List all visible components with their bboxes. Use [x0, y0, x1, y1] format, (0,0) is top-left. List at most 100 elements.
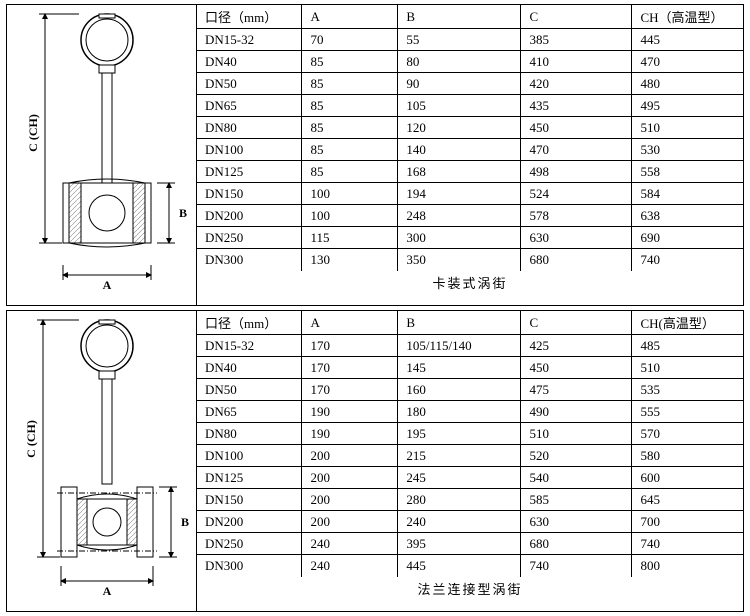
table-cell: 170 — [302, 335, 398, 357]
table-cell: 170 — [302, 379, 398, 401]
table-cell: 170 — [302, 357, 398, 379]
column-header: B — [398, 311, 521, 335]
table-cell: 800 — [632, 555, 743, 577]
table-cell: 145 — [398, 357, 521, 379]
table-cell: 245 — [398, 467, 521, 489]
table-row: DN100200215520580 — [197, 445, 743, 467]
table-cell: 215 — [398, 445, 521, 467]
table-cell: DN100 — [197, 139, 302, 161]
table-cell: 194 — [398, 183, 521, 205]
table-cell: 690 — [632, 227, 743, 249]
table-cell: DN150 — [197, 489, 302, 511]
flange-svg: A B C (CH) — [7, 311, 197, 611]
table-cell: 638 — [632, 205, 743, 227]
table-cell: 580 — [632, 445, 743, 467]
table-cell: 524 — [521, 183, 632, 205]
table-caption: 法兰连接型涡街 — [197, 577, 743, 600]
table-cell: 740 — [521, 555, 632, 577]
table-cell: 558 — [632, 161, 743, 183]
dimension-table-wafer: 口径（mm）ABCCH（高温型） DN15-327055385445DN4085… — [197, 5, 743, 294]
table-cell: 90 — [398, 73, 521, 95]
table-header-row: 口径（mm）ABCCH(高温型） — [197, 311, 743, 335]
table-cell: 55 — [398, 29, 521, 51]
table-cell: DN200 — [197, 205, 302, 227]
table-cell: 540 — [521, 467, 632, 489]
table-cell: 240 — [398, 511, 521, 533]
table-row: DN40170145450510 — [197, 357, 743, 379]
column-header: 口径（mm） — [197, 5, 302, 29]
table-cell: 645 — [632, 489, 743, 511]
table-cell: 85 — [302, 73, 398, 95]
panel-wafer: A B C (CH) 口径（mm）ABCCH（高温型） DN15-3270553… — [6, 4, 744, 306]
table-row: DN15-327055385445 — [197, 29, 743, 51]
table-row: DN65190180490555 — [197, 401, 743, 423]
table-cell: DN250 — [197, 533, 302, 555]
table-cell: 680 — [521, 249, 632, 271]
table-cell: 475 — [521, 379, 632, 401]
table-cell: 578 — [521, 205, 632, 227]
table-cell: 395 — [398, 533, 521, 555]
table-cell: 190 — [302, 401, 398, 423]
table-cell: 190 — [302, 423, 398, 445]
table-header-row: 口径（mm）ABCCH（高温型） — [197, 5, 743, 29]
table-cell: 80 — [398, 51, 521, 73]
table-row: DN6585105435495 — [197, 95, 743, 117]
dim-label-a: A — [103, 584, 112, 598]
table-cell: 530 — [632, 139, 743, 161]
table-cell: 510 — [521, 423, 632, 445]
table-cell: 85 — [302, 95, 398, 117]
column-header: B — [398, 5, 521, 29]
table-cell: 200 — [302, 511, 398, 533]
table-cell: 520 — [521, 445, 632, 467]
table-cell: DN150 — [197, 183, 302, 205]
table-cell: DN200 — [197, 511, 302, 533]
table-cell: DN80 — [197, 117, 302, 139]
table-row: DN508590420480 — [197, 73, 743, 95]
table-row: DN12585168498558 — [197, 161, 743, 183]
table-cell: 600 — [632, 467, 743, 489]
dim-label-c: C (CH) — [24, 420, 38, 458]
table-row: DN408580410470 — [197, 51, 743, 73]
table-cell: DN15-32 — [197, 29, 302, 51]
table-row: DN200200240630700 — [197, 511, 743, 533]
table-cell: 168 — [398, 161, 521, 183]
table-row: DN125200245540600 — [197, 467, 743, 489]
table-cell: 410 — [521, 51, 632, 73]
table-cell: 160 — [398, 379, 521, 401]
column-header: A — [302, 311, 398, 335]
table-cell: 240 — [302, 533, 398, 555]
dim-label-c: C (CH) — [26, 114, 40, 152]
table-cell: DN50 — [197, 73, 302, 95]
table-cell: 680 — [521, 533, 632, 555]
table-cell: 85 — [302, 51, 398, 73]
table-cell: 495 — [632, 95, 743, 117]
table-caption-row: 法兰连接型涡街 — [197, 577, 743, 600]
table-cell: 485 — [632, 335, 743, 357]
table-cell: DN125 — [197, 161, 302, 183]
table-row: DN50170160475535 — [197, 379, 743, 401]
table-cell: 120 — [398, 117, 521, 139]
table-wafer: 口径（mm）ABCCH（高温型） DN15-327055385445DN4085… — [197, 5, 743, 305]
table-cell: 535 — [632, 379, 743, 401]
table-cell: DN80 — [197, 423, 302, 445]
dim-label-b: B — [179, 206, 187, 220]
table-cell: 100 — [302, 183, 398, 205]
dim-label-a: A — [103, 278, 112, 292]
table-cell: 100 — [302, 205, 398, 227]
table-cell: 180 — [398, 401, 521, 423]
table-cell: 450 — [521, 357, 632, 379]
table-cell: 445 — [398, 555, 521, 577]
table-row: DN10085140470530 — [197, 139, 743, 161]
table-cell: 420 — [521, 73, 632, 95]
table-row: DN15-32170105/115/140425485 — [197, 335, 743, 357]
table-cell: DN100 — [197, 445, 302, 467]
table-cell: 470 — [521, 139, 632, 161]
table-row: DN300130350680740 — [197, 249, 743, 271]
table-cell: 105/115/140 — [398, 335, 521, 357]
column-header: A — [302, 5, 398, 29]
table-cell: 498 — [521, 161, 632, 183]
column-header: CH（高温型） — [632, 5, 743, 29]
table-cell: DN300 — [197, 249, 302, 271]
table-cell: 630 — [521, 227, 632, 249]
table-row: DN150100194524584 — [197, 183, 743, 205]
